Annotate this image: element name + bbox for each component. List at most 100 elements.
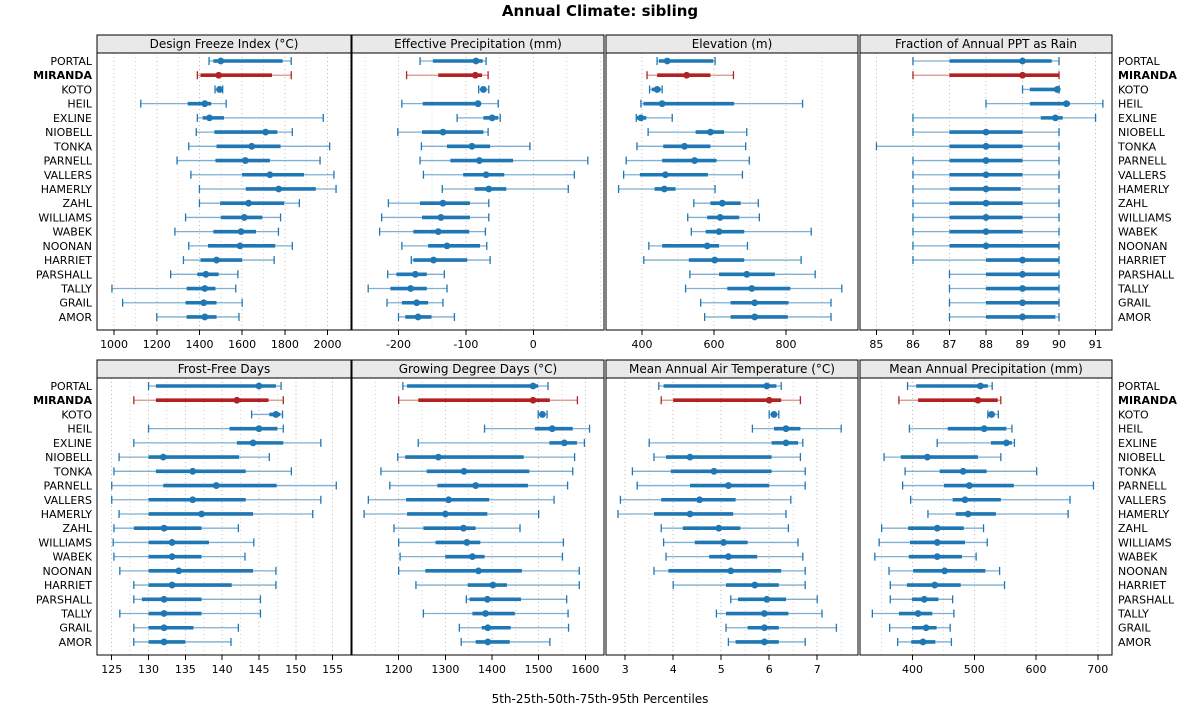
station-label-left: KOTO — [61, 408, 92, 421]
median-dot — [980, 425, 988, 433]
median-dot — [761, 610, 768, 617]
median-dot — [198, 510, 205, 518]
station-label-left: TALLY — [60, 283, 92, 296]
station-label-right: KOTO — [1118, 408, 1149, 421]
station-label-left: NOONAN — [42, 240, 92, 253]
median-dot — [1002, 439, 1010, 447]
station-label-left: AMOR — [59, 311, 93, 324]
median-dot — [1019, 71, 1026, 79]
median-dot — [637, 114, 645, 122]
median-dot — [1051, 114, 1059, 122]
median-dot — [686, 510, 694, 518]
median-dot — [920, 595, 928, 603]
station-label-left: HARRIET — [44, 579, 92, 592]
station-label-left: KOTO — [61, 83, 92, 96]
median-dot — [460, 524, 467, 532]
axis-tick-label: 0 — [530, 338, 537, 351]
station-label-left: VALLERS — [44, 494, 92, 507]
station-label-right: HEIL — [1118, 423, 1143, 436]
median-dot — [212, 482, 220, 489]
median-dot — [965, 482, 973, 489]
station-label-right: EXLINE — [1118, 112, 1157, 125]
median-dot — [189, 467, 197, 475]
median-dot — [529, 382, 537, 390]
median-dot — [988, 411, 995, 418]
median-dot — [460, 467, 468, 475]
station-label-left: PORTAL — [50, 380, 93, 393]
median-dot — [683, 71, 691, 79]
median-dot — [200, 299, 208, 307]
median-dot — [691, 157, 698, 164]
median-dot — [160, 610, 168, 617]
station-label-right: MIRANDA — [1118, 394, 1177, 407]
median-dot — [482, 171, 490, 179]
median-dot — [475, 567, 482, 575]
median-dot — [715, 228, 723, 236]
axis-tick-label: 1400 — [478, 663, 506, 676]
median-dot — [1062, 100, 1070, 108]
axis-tick-label: 1000 — [100, 338, 128, 351]
median-dot — [160, 595, 168, 603]
axis-tick-label: 1400 — [185, 338, 213, 351]
panel-border — [605, 377, 859, 656]
median-dot — [933, 553, 941, 561]
station-label-left: PARNELL — [43, 480, 92, 493]
median-dot — [653, 86, 661, 93]
median-dot — [484, 638, 492, 646]
median-dot — [475, 157, 483, 164]
station-label-left: TALLY — [60, 608, 92, 621]
median-dot — [770, 411, 778, 418]
median-dot — [982, 228, 990, 236]
station-label-left: VALLERS — [44, 169, 92, 182]
station-label-left: WILLIAMS — [38, 211, 92, 224]
station-label-left: HARRIET — [44, 254, 92, 267]
median-dot — [430, 256, 437, 264]
median-dot — [414, 313, 422, 321]
median-dot — [471, 71, 479, 79]
axis-tick-label: 1800 — [271, 338, 299, 351]
axis-tick-label: 500 — [964, 663, 985, 676]
station-label-right: PORTAL — [1118, 380, 1161, 393]
axis-tick-label: 600 — [704, 338, 725, 351]
median-dot — [782, 425, 790, 433]
station-label-left: GRAIL — [59, 297, 92, 310]
median-dot — [761, 638, 768, 646]
median-dot — [711, 256, 719, 264]
median-dot — [441, 510, 449, 518]
median-dot — [782, 439, 790, 447]
panel-headers: Design Freeze Index (°C) Effective Preci… — [96, 34, 1113, 379]
station-label-left: HAMERLY — [41, 508, 93, 521]
median-dot — [266, 171, 274, 179]
median-dot — [201, 313, 209, 321]
median-dot — [439, 199, 447, 207]
median-dot — [765, 396, 773, 404]
generated-plot-content: 1000 1200 1400 1600 1800 2000PORTALMIRANDAKOT… — [33, 52, 1177, 676]
axis-tick-label: 1200 — [143, 338, 171, 351]
station-label-left: WILLIAMS — [38, 536, 92, 549]
panel-header-label: Mean Annual Precipitation (mm) — [889, 362, 1083, 376]
station-label-right: PORTAL — [1118, 55, 1161, 68]
median-dot — [660, 185, 668, 193]
median-dot — [1019, 57, 1026, 65]
median-dot — [469, 553, 476, 561]
median-dot — [249, 439, 257, 447]
median-dot — [982, 171, 990, 179]
station-label-right: WABEK — [1118, 226, 1158, 239]
median-dot — [472, 57, 480, 65]
median-dot — [982, 199, 990, 207]
median-dot — [959, 467, 967, 475]
station-label-right: ZAHL — [1118, 197, 1148, 210]
median-dot — [751, 299, 759, 307]
station-label-left: EXLINE — [53, 112, 92, 125]
station-label-left: HEIL — [67, 423, 92, 436]
axis-tick-label: 4 — [670, 663, 677, 676]
median-dot — [160, 524, 168, 532]
median-dot — [662, 171, 669, 179]
panel-header-label: Growing Degree Days (°C) — [399, 362, 558, 376]
axis-tick-label: 800 — [776, 338, 797, 351]
chart-title: Annual Climate: sibling — [501, 2, 699, 20]
median-dot — [479, 86, 487, 93]
median-dot — [539, 411, 546, 418]
